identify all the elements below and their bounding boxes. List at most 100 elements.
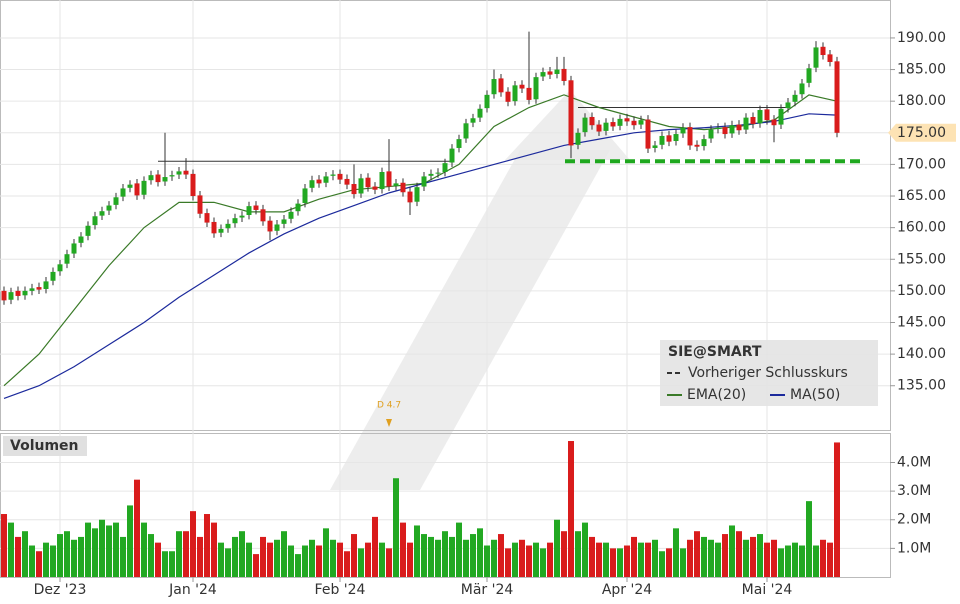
volume-bar xyxy=(358,548,364,577)
candle-body xyxy=(183,170,189,175)
candle-body xyxy=(281,219,287,224)
volume-title: Volumen xyxy=(10,438,79,454)
volume-bar xyxy=(400,522,406,577)
volume-bar xyxy=(792,542,798,577)
candle-body xyxy=(827,54,833,62)
volume-bar xyxy=(512,542,518,577)
candle-body xyxy=(344,178,350,185)
candle-body xyxy=(36,287,42,290)
volume-title-bg xyxy=(3,436,87,456)
candle-body xyxy=(666,135,672,142)
volume-bar xyxy=(736,531,742,577)
candle-body xyxy=(638,120,644,125)
candle-body xyxy=(64,254,70,264)
candle-body xyxy=(71,243,77,254)
candle-body xyxy=(547,71,553,75)
candle-body xyxy=(463,123,469,139)
y-tick-label: 160.00 xyxy=(897,220,946,236)
x-tick-label: Jan '24 xyxy=(168,582,217,598)
volume-bar xyxy=(498,534,504,577)
candle-body xyxy=(246,206,252,215)
volume-bar xyxy=(778,548,784,577)
candle-body xyxy=(652,145,658,148)
volume-bar xyxy=(624,545,630,577)
candle-body xyxy=(477,108,483,118)
candle-body xyxy=(414,187,420,202)
volume-bar xyxy=(57,534,63,577)
volume-bar xyxy=(260,536,266,577)
volume-bar xyxy=(330,539,336,577)
candle-body xyxy=(218,228,224,233)
volume-bar xyxy=(813,545,819,577)
candle-body xyxy=(365,177,371,188)
legend-label: EMA(20) xyxy=(687,387,746,403)
volume-bar xyxy=(421,534,427,577)
candle-body xyxy=(470,118,476,123)
candle-body xyxy=(834,61,840,133)
volume-bar xyxy=(218,542,224,577)
candle-body xyxy=(778,108,784,125)
candle-body xyxy=(540,72,546,77)
candle-body xyxy=(750,116,756,124)
x-tick-label: Feb '24 xyxy=(315,582,366,598)
volume-bar xyxy=(148,534,154,577)
candle-body xyxy=(260,209,266,222)
candle-body xyxy=(631,120,637,126)
candle-body xyxy=(694,144,700,147)
volume-bar xyxy=(694,531,700,577)
candle-body xyxy=(687,127,693,146)
volume-bar xyxy=(575,531,581,577)
volume-bar xyxy=(120,536,126,577)
candle-body xyxy=(267,220,273,232)
volume-bar xyxy=(463,539,469,577)
volume-bar xyxy=(190,511,196,577)
y-tick-label: 175.00 xyxy=(897,125,946,141)
volume-bar xyxy=(708,539,714,577)
volume-bar xyxy=(379,542,385,577)
volume-bar xyxy=(239,531,245,577)
volume-bar xyxy=(526,545,532,577)
volume-bar xyxy=(344,551,350,577)
y-tick-label: 140.00 xyxy=(897,346,946,362)
candle-body xyxy=(176,171,182,175)
volume-bar xyxy=(92,528,98,577)
candle-body xyxy=(225,223,231,229)
volume-bar xyxy=(386,548,392,577)
volume-bar xyxy=(799,545,805,577)
candle-body xyxy=(106,205,112,211)
candle-body xyxy=(729,125,735,134)
volume-bar xyxy=(757,534,763,577)
volume-bar xyxy=(652,539,658,577)
candle-body xyxy=(610,122,616,127)
watermark xyxy=(330,150,610,490)
candle-body xyxy=(15,290,21,296)
candle-body xyxy=(288,211,294,219)
candle-body xyxy=(113,197,119,205)
candle-body xyxy=(512,85,518,102)
volume-bar xyxy=(162,551,168,577)
candle-body xyxy=(43,281,49,289)
candle-body xyxy=(484,94,490,109)
volume-bar xyxy=(687,539,693,577)
volume-bar xyxy=(806,501,812,577)
volume-bar xyxy=(729,525,735,577)
volume-bar xyxy=(71,539,77,577)
y-tick-label: 3.0M xyxy=(897,483,931,499)
candle-body xyxy=(498,78,504,93)
watermark xyxy=(505,90,630,160)
y-tick-label: 165.00 xyxy=(897,188,946,204)
volume-bar xyxy=(596,542,602,577)
candle-body xyxy=(799,83,805,95)
volume-bar xyxy=(659,551,665,577)
volume-bar xyxy=(64,531,70,577)
volume-bar xyxy=(666,548,672,577)
volume-bar xyxy=(1,514,7,577)
volume-bar xyxy=(589,536,595,577)
candle-body xyxy=(421,176,427,187)
candle-body xyxy=(659,135,665,145)
volume-bar xyxy=(820,539,826,577)
volume-bar xyxy=(141,522,147,577)
volume-bar xyxy=(274,539,280,577)
x-tick-label: Dez '23 xyxy=(34,582,87,598)
